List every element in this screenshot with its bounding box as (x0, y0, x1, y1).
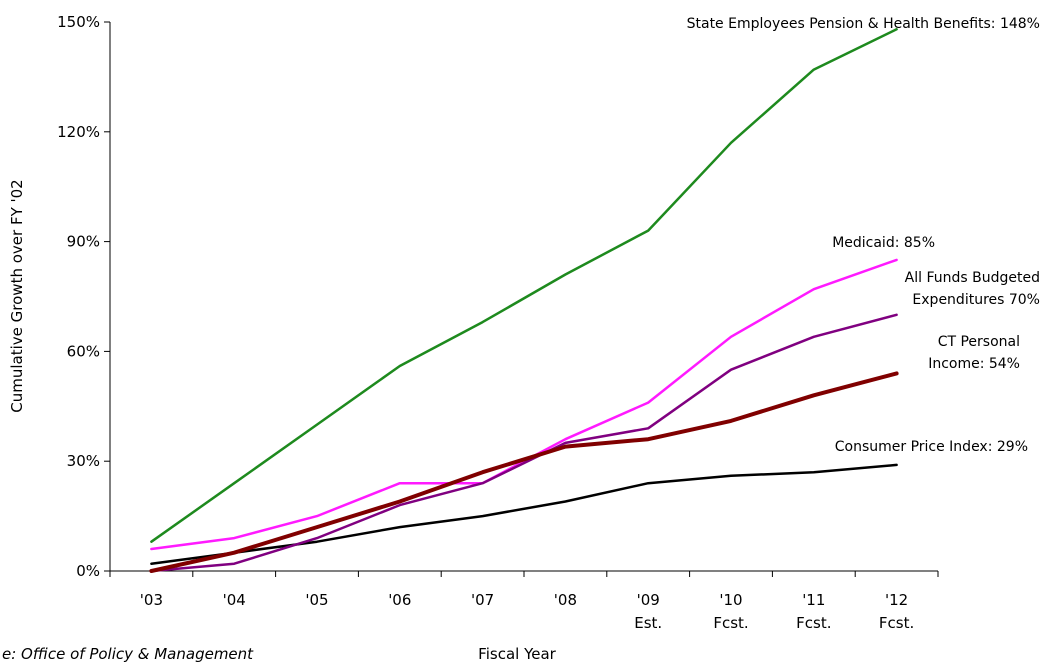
x-tick-label: '07 (471, 591, 494, 609)
annotation-allfunds: All Funds Budgeted (905, 270, 1040, 286)
y-tick-label: 30% (67, 452, 100, 470)
series-annotations: State Employees Pension & Health Benefit… (687, 16, 1040, 455)
x-tick-label: '10 (719, 591, 742, 609)
x-axis-ticks: '03 '04 '05 '06 '07 '08 '09 Est. '10 Fcst. '11 Fcst… (109, 571, 939, 632)
x-tick-label: Est. (634, 614, 662, 632)
x-tick-label: '09 (637, 591, 660, 609)
y-tick-label: 120% (57, 123, 100, 141)
annotation-allfunds: Expenditures 70% (912, 292, 1040, 308)
annotation-income: Income: 54% (928, 356, 1020, 372)
x-tick-label: Fcst. (879, 614, 914, 632)
x-tick-label: Fcst. (796, 614, 831, 632)
axes (109, 22, 938, 572)
x-tick-label: '06 (388, 591, 411, 609)
annotation-cpi: Consumer Price Index: 29% (835, 439, 1028, 455)
x-axis-title: Fiscal Year (478, 645, 556, 663)
annotation-medicaid: Medicaid: 85% (832, 235, 935, 251)
series-line-pension (150, 28, 898, 543)
y-axis-title: Cumulative Growth over FY '02 (8, 179, 26, 412)
y-tick-label: 90% (67, 233, 100, 251)
source-note: e: Office of Policy & Management (2, 645, 254, 663)
x-tick-label: '05 (305, 591, 328, 609)
y-tick-label: 60% (67, 342, 100, 360)
x-tick-label: Fcst. (713, 614, 748, 632)
x-tick-label: '04 (223, 591, 246, 609)
series-lines (149, 28, 899, 573)
x-tick-label: '12 (885, 591, 908, 609)
annotation-pension: State Employees Pension & Health Benefit… (687, 16, 1040, 32)
x-tick-label: '03 (140, 591, 163, 609)
series-line-income (149, 371, 899, 573)
y-tick-label: 0% (76, 562, 100, 580)
y-axis-ticks: 0% 30% 60% 90% 120% 150% (57, 13, 110, 580)
series-line-cpi (150, 463, 898, 565)
y-tick-label: 150% (57, 13, 100, 31)
x-tick-label: '11 (802, 591, 825, 609)
series-line-allfunds (150, 313, 898, 573)
x-tick-label: '08 (554, 591, 577, 609)
annotation-income: CT Personal (938, 334, 1020, 350)
